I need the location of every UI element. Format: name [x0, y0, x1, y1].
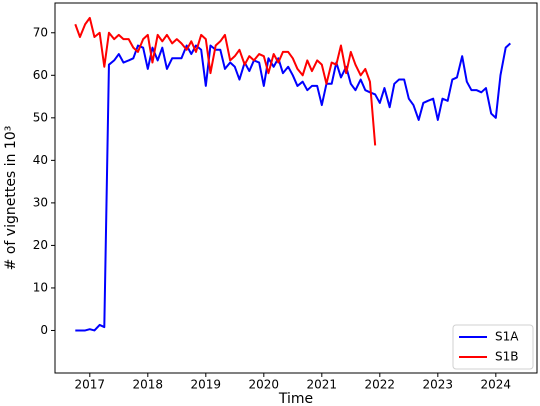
x-tick-label: 2018	[133, 378, 164, 392]
y-tick-label: 30	[33, 195, 48, 209]
legend-label: S1B	[495, 350, 518, 364]
y-tick-label: 60	[33, 68, 48, 82]
x-axis-label: Time	[278, 391, 313, 406]
y-tick-label: 0	[40, 323, 48, 337]
y-tick-label: 70	[33, 25, 48, 39]
x-tick-label: 2020	[249, 378, 280, 392]
x-tick-label: 2019	[191, 378, 222, 392]
y-tick-label: 20	[33, 238, 48, 252]
y-tick-label: 50	[33, 110, 48, 124]
legend-box	[452, 324, 534, 370]
plot-frame	[54, 2, 538, 374]
x-tick-label: 2024	[481, 378, 512, 392]
series-line	[74, 16, 377, 146]
x-tick-label: 2023	[423, 378, 454, 392]
y-tick-label: 10	[33, 280, 48, 294]
y-tick-label: 40	[33, 153, 48, 167]
x-tick-label: 2017	[75, 378, 106, 392]
series-line	[75, 42, 511, 332]
legend-label: S1A	[495, 330, 519, 344]
y-axis-label: # of vignettes in 10³	[3, 126, 19, 271]
x-tick-label: 2021	[307, 378, 338, 392]
x-tick-label: 2022	[365, 378, 396, 392]
